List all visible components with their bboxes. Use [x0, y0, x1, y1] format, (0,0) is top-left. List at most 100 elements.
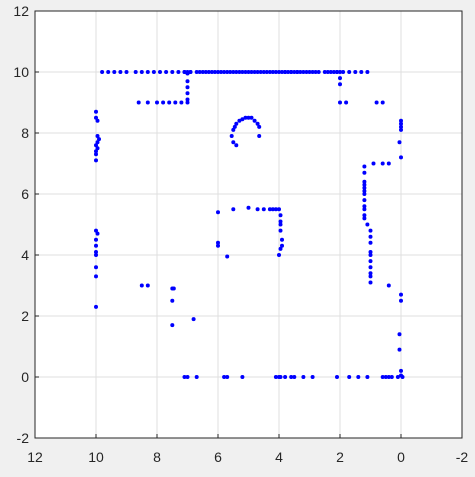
- data-point: [292, 70, 297, 74]
- data-point: [399, 292, 403, 297]
- data-point: [249, 70, 254, 74]
- y-tick-label: 4: [21, 247, 29, 263]
- data-point: [386, 161, 391, 166]
- data-point: [365, 70, 370, 74]
- data-point: [145, 100, 150, 105]
- data-point: [380, 161, 385, 166]
- data-point: [200, 70, 205, 74]
- data-point: [397, 140, 402, 145]
- data-point: [273, 375, 278, 379]
- data-point: [216, 70, 220, 74]
- data-point: [133, 70, 138, 74]
- data-point: [368, 265, 373, 270]
- data-point: [295, 70, 300, 74]
- data-point: [374, 100, 379, 105]
- data-point: [170, 70, 175, 74]
- data-point: [368, 228, 373, 233]
- data-point: [145, 283, 150, 288]
- data-point: [301, 70, 306, 74]
- data-point: [231, 140, 236, 145]
- data-point: [106, 70, 111, 74]
- data-point: [399, 124, 403, 129]
- data-point: [380, 100, 385, 105]
- x-tick-label: 10: [88, 449, 104, 465]
- data-point: [182, 375, 187, 379]
- data-point: [304, 70, 309, 74]
- data-point: [94, 152, 98, 157]
- y-tick-label: -2: [17, 430, 30, 446]
- data-point: [362, 170, 367, 175]
- data-point: [273, 70, 278, 74]
- plot-area: [35, 11, 462, 438]
- data-point: [231, 127, 236, 132]
- data-point: [325, 70, 330, 74]
- data-point: [252, 70, 257, 74]
- data-point: [179, 100, 184, 105]
- data-point: [170, 323, 175, 328]
- data-point: [176, 70, 181, 74]
- data-point: [261, 70, 266, 74]
- data-point: [194, 70, 199, 74]
- data-point: [368, 280, 373, 285]
- data-point: [171, 286, 176, 291]
- data-point: [206, 70, 211, 74]
- data-point: [399, 368, 403, 373]
- data-point: [362, 182, 367, 187]
- data-point: [307, 70, 312, 74]
- data-point: [243, 70, 248, 74]
- data-point: [243, 115, 248, 120]
- data-point: [286, 70, 291, 74]
- data-point: [278, 213, 283, 218]
- data-point: [194, 375, 199, 379]
- plot-frame: [34, 10, 463, 439]
- data-point: [399, 127, 403, 132]
- data-point: [280, 70, 284, 74]
- data-point: [222, 70, 227, 74]
- data-point: [94, 274, 98, 279]
- data-point: [95, 231, 100, 236]
- data-point: [257, 134, 262, 138]
- data-point: [151, 70, 156, 74]
- data-point: [185, 91, 190, 96]
- data-point: [216, 243, 220, 248]
- data-point: [399, 118, 403, 123]
- data-point: [278, 228, 283, 233]
- data-point: [270, 207, 275, 212]
- data-point: [95, 146, 100, 151]
- data-point: [94, 149, 98, 154]
- data-point: [100, 70, 105, 74]
- data-point: [278, 246, 283, 251]
- data-point: [252, 118, 257, 123]
- data-point: [371, 161, 376, 166]
- data-point: [139, 283, 144, 288]
- y-tick-label: 6: [21, 186, 29, 202]
- data-point: [359, 70, 364, 74]
- data-point: [95, 118, 100, 123]
- data-point: [380, 375, 385, 379]
- data-point: [362, 179, 367, 184]
- data-point: [216, 240, 220, 245]
- data-point: [231, 207, 236, 212]
- data-point: [237, 118, 242, 123]
- data-point: [383, 375, 388, 379]
- data-point: [222, 375, 227, 379]
- data-point: [94, 265, 98, 270]
- data-point: [240, 70, 245, 74]
- data-point: [338, 70, 342, 74]
- data-point: [280, 237, 284, 242]
- data-point: [368, 271, 373, 276]
- data-point: [399, 155, 403, 160]
- data-point: [257, 124, 262, 129]
- data-point: [258, 70, 263, 74]
- data-point: [249, 115, 254, 120]
- data-point: [185, 79, 190, 84]
- data-point: [362, 164, 367, 169]
- data-point: [277, 70, 281, 74]
- data-point: [246, 70, 251, 74]
- data-point: [395, 375, 400, 379]
- data-point: [191, 317, 196, 322]
- data-point: [344, 100, 349, 105]
- x-tick-label: -2: [456, 449, 469, 465]
- data-point: [368, 240, 373, 245]
- data-point: [338, 82, 342, 87]
